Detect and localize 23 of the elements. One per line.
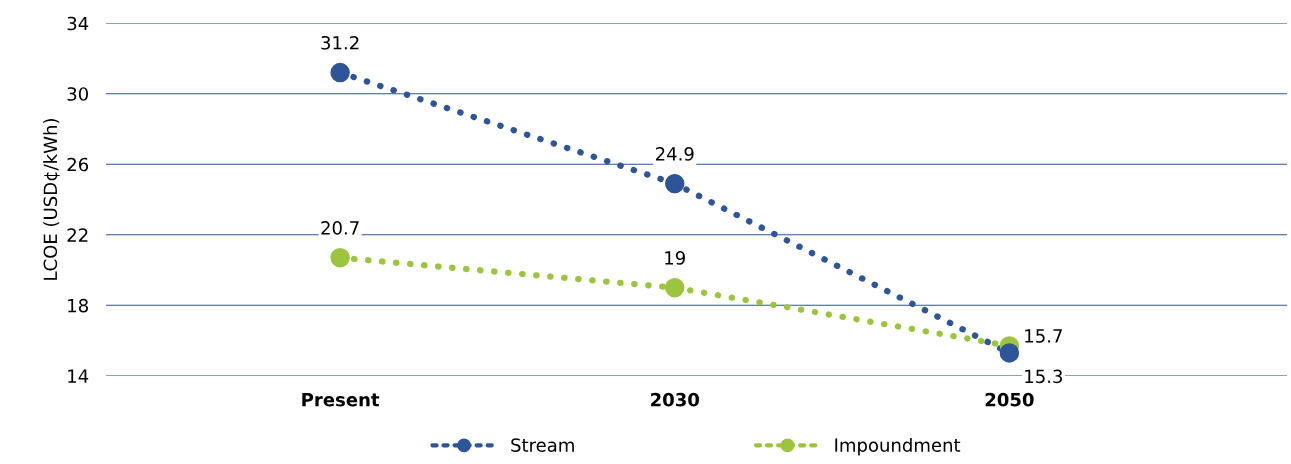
data-label: 15.3 <box>1025 369 1063 384</box>
data-label: 24.9 <box>655 147 694 161</box>
x-tick-label: Present <box>302 393 380 407</box>
legend-label: Stream <box>511 438 574 452</box>
point <box>999 343 1020 363</box>
y-tick-label: 18 <box>68 298 88 313</box>
y-tick-label: 26 <box>67 157 89 172</box>
data-label: 20.7 <box>321 221 359 235</box>
data-label: 19 <box>665 251 685 265</box>
y-tick-label: 14 <box>68 369 89 383</box>
x-tick-label: 2050 <box>985 392 1034 407</box>
point <box>665 173 685 194</box>
point <box>330 62 350 83</box>
data-label: 31.2 <box>321 35 359 50</box>
y-tick-label: 34 <box>67 16 89 31</box>
x-tick-label: 2030 <box>651 392 700 407</box>
y-axis-title: LCOE (USD¢/kWh) <box>43 119 60 280</box>
point <box>330 247 350 268</box>
legend-label: Impoundment <box>835 437 961 456</box>
point <box>665 277 685 298</box>
y-tick-label: 22 <box>67 228 88 242</box>
y-tick-label: 30 <box>67 87 88 101</box>
data-label: 15.7 <box>1025 329 1062 343</box>
